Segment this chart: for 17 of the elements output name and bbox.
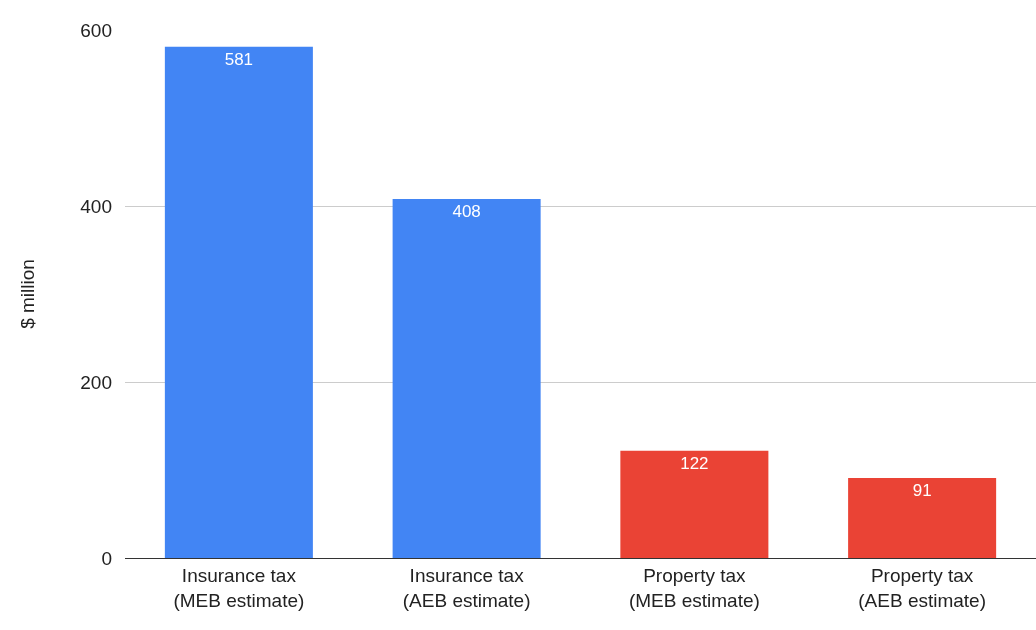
x-tick-label: Property tax (AEB estimate) <box>858 564 987 611</box>
y-tick-label: 400 <box>80 195 112 217</box>
y-axis-title: $ million <box>17 259 39 329</box>
y-tick-label: 200 <box>80 371 112 393</box>
y-tick-label: 600 <box>80 19 112 41</box>
data-label: 122 <box>680 453 709 473</box>
bar <box>392 198 541 558</box>
data-label: 408 <box>452 201 481 221</box>
bar <box>848 477 997 558</box>
x-tick-label: Insurance tax (MEB estimate) <box>173 564 305 611</box>
bar <box>620 450 769 558</box>
data-label: 581 <box>224 49 254 69</box>
x-tick-label: Property tax (MEB estimate) <box>628 564 760 611</box>
data-label: 91 <box>912 480 932 500</box>
x-tick-label: Insurance tax (AEB estimate) <box>402 564 531 611</box>
y-tick-label: 0 <box>101 547 112 569</box>
bar <box>164 46 313 558</box>
